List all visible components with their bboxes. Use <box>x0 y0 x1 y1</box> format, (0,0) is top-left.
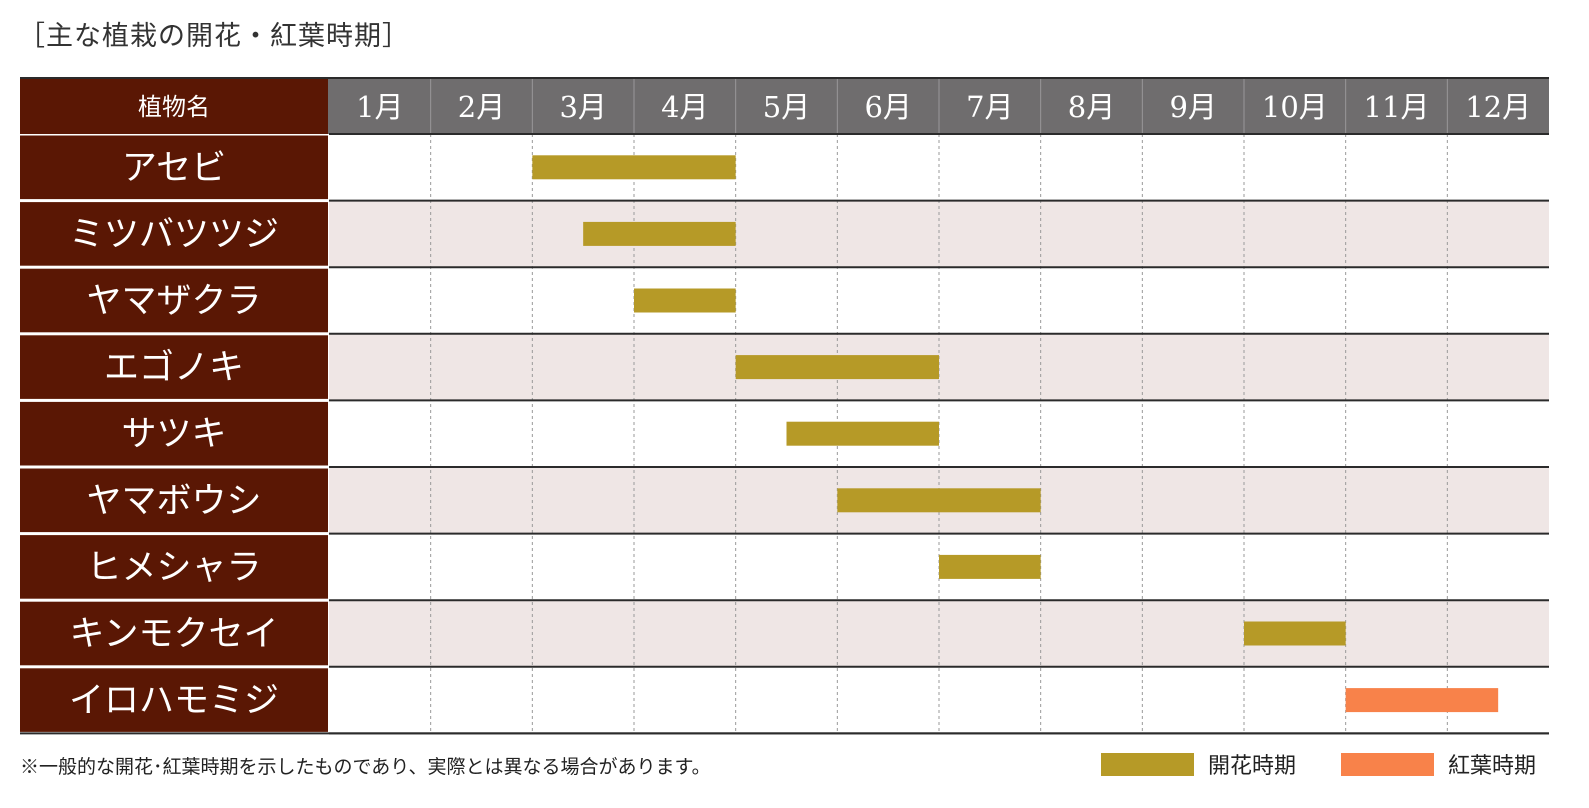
plant-name: アセビ <box>122 148 226 188</box>
plant-name: サツキ <box>121 415 226 455</box>
month-label: 7月 <box>966 90 1013 124</box>
plant-name-cell <box>20 202 328 266</box>
month-label: 5月 <box>763 90 810 124</box>
legend-label-bloom: 開花時期 <box>1208 754 1297 779</box>
bloom-period-bar <box>634 288 736 313</box>
plant-name: ヤマザクラ <box>86 282 261 322</box>
plant-name-cell <box>20 268 328 333</box>
month-label: 1月 <box>356 90 403 124</box>
plant-name-cell <box>20 401 328 466</box>
bloom-period-bar <box>786 421 939 446</box>
legend-item-bloom: 開花時期 <box>1101 749 1296 779</box>
bloom-period-bar <box>583 221 736 246</box>
month-label: 2月 <box>458 90 505 124</box>
row-background <box>329 200 1549 268</box>
plant-name: ヤマボウシ <box>86 481 261 521</box>
month-label: 6月 <box>864 90 911 124</box>
month-label: 9月 <box>1169 90 1216 124</box>
header-label: 植物名 <box>138 93 210 121</box>
plant-name-cell <box>20 601 328 666</box>
legend-item-foliage: 紅葉時期 <box>1341 749 1536 779</box>
plant-name-cell <box>20 468 328 533</box>
bloom-period-bar <box>532 155 736 180</box>
plant-name: イロハモミジ <box>69 681 279 721</box>
plant-name-cell <box>20 335 328 399</box>
plant-name: ミツバツツジ <box>69 215 279 255</box>
bloom-period-bar <box>1244 621 1346 646</box>
row-background <box>329 267 1549 334</box>
plant-name: キンモクセイ <box>70 615 279 655</box>
plant-name-cell <box>20 535 328 599</box>
month-label: 12月 <box>1465 90 1531 124</box>
header-name-cell <box>20 78 328 134</box>
plant-name: ヒメシャラ <box>86 548 261 588</box>
plant-name-cell <box>20 668 328 732</box>
footnote: ※一般的な開花･紅葉時期を示したものであり、実際とは異なる場合があります。 <box>20 756 711 778</box>
legend-swatch-foliage <box>1341 752 1434 776</box>
bloom-period-bar <box>939 554 1041 579</box>
plant-name: エゴノキ <box>104 348 244 388</box>
chart-title: ［主な植栽の開花・紅葉時期］ <box>18 21 410 52</box>
bloom-period-bar <box>735 355 939 380</box>
month-label: 10月 <box>1262 90 1328 124</box>
month-label: 8月 <box>1068 90 1115 124</box>
legend-swatch-bloom <box>1101 752 1194 776</box>
month-label: 11月 <box>1364 90 1430 124</box>
plant-name-cell <box>20 135 328 200</box>
month-label: 3月 <box>559 90 606 124</box>
bloom-period-bar <box>837 488 1041 513</box>
foliage-period-bar <box>1345 688 1499 713</box>
legend-label-foliage: 紅葉時期 <box>1448 754 1537 779</box>
month-label: 4月 <box>661 90 708 124</box>
